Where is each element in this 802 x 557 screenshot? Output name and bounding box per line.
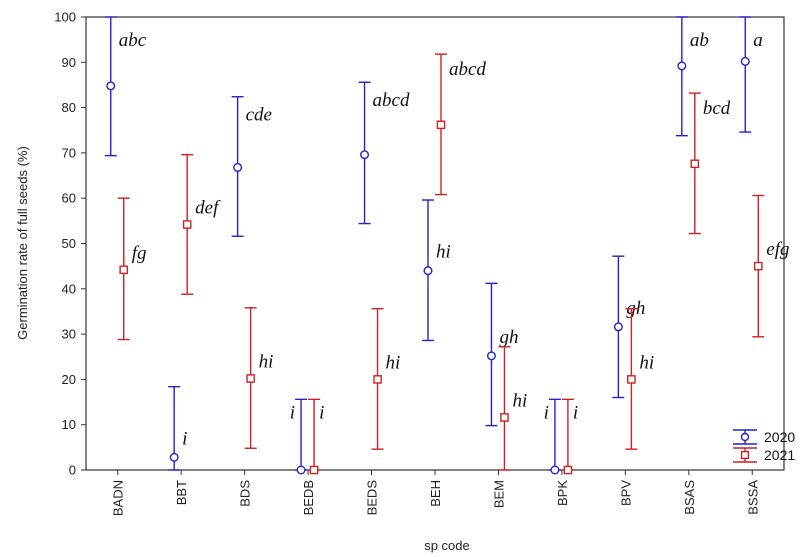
plot-area (85, 16, 785, 471)
significance-letter: abcd (373, 90, 410, 111)
legend: 2020 2021 (733, 429, 795, 463)
y-tick-label: 50 (62, 236, 76, 251)
legend-item-2020: 2020 (733, 429, 795, 445)
mean-point (233, 162, 243, 172)
y-tick-label: 20 (62, 372, 76, 387)
y-tick-label: 100 (54, 10, 76, 25)
y-tick-label: 10 (62, 417, 76, 432)
y-tick-label: 60 (62, 191, 76, 206)
significance-letter: fg (132, 243, 147, 264)
mean-point (613, 322, 623, 332)
plot-frame (85, 16, 785, 471)
mean-point (169, 452, 179, 462)
legend-marker (740, 450, 750, 460)
x-tick-label: BEDB (301, 480, 316, 515)
significance-letter: hi (386, 352, 401, 373)
mean-point (563, 465, 573, 475)
mean-point (119, 265, 129, 275)
y-tick-label: 90 (62, 55, 76, 70)
mean-point (373, 375, 382, 384)
significance-letter: gh (499, 327, 518, 348)
x-axis-title: sp code (424, 538, 470, 553)
mean-point (753, 261, 763, 271)
significance-letter: abcd (449, 59, 486, 80)
significance-letter: i (182, 428, 187, 449)
significance-letter: abc (119, 30, 147, 51)
significance-letter: i (544, 402, 549, 423)
x-axis: BADN BBT BDS BEDB BEDS BEH BEM BPK BPV BSAS BSSA (111, 470, 760, 516)
mean-point (182, 220, 192, 229)
significance-letter: hi (639, 352, 654, 373)
x-tick-label: BSSA (745, 480, 760, 515)
y-tick-label: 80 (62, 100, 76, 115)
mean-point (690, 159, 700, 169)
x-tick-label: BPV (618, 480, 633, 506)
y-tick-label: 0 (69, 463, 76, 478)
x-tick-label: BPK (555, 480, 570, 506)
significance-letter: a (753, 30, 763, 51)
mean-point (296, 465, 306, 475)
mean-point (309, 465, 319, 475)
significance-letter: cde (246, 105, 272, 126)
mean-point (740, 56, 750, 66)
mean-point (677, 61, 687, 71)
x-tick-label: BEM (491, 480, 506, 508)
x-tick-label: BBT (174, 480, 189, 505)
significance-letter: ab (690, 30, 709, 51)
legend-item-2021: 2021 (733, 447, 795, 463)
y-tick-label: 30 (62, 327, 76, 342)
significance-letter: i (319, 402, 324, 423)
legend-label: 2021 (764, 447, 795, 463)
mean-point (627, 375, 636, 384)
significance-letter: hi (436, 242, 451, 263)
x-tick-label: BDS (238, 480, 253, 507)
significance-letter: def (195, 197, 221, 218)
mean-point (550, 465, 560, 475)
mean-point (246, 374, 255, 383)
mean-point (423, 266, 433, 276)
significance-letter: i (573, 402, 578, 423)
mean-point (360, 150, 370, 160)
x-tick-label: BADN (111, 480, 126, 516)
legend-label: 2020 (764, 429, 795, 445)
significance-letter: hi (512, 390, 527, 411)
significance-letter: efg (766, 239, 789, 260)
mean-point (486, 351, 496, 361)
y-tick-label: 40 (62, 281, 76, 296)
x-tick-label: BEH (428, 480, 443, 507)
mean-point (106, 81, 116, 91)
mean-point (500, 413, 509, 422)
x-tick-label: BEDS (365, 480, 380, 516)
significance-letter: bcd (703, 98, 731, 119)
y-tick-label: 70 (62, 145, 76, 160)
y-axis: 0 10 20 30 40 50 60 70 80 90 100 (54, 10, 86, 478)
x-tick-label: BSAS (682, 480, 697, 515)
significance-letter: i (290, 402, 295, 423)
significance-letter: hi (259, 351, 274, 372)
y-axis-title: Germination rate of full seeds (%) (15, 146, 30, 340)
legend-marker (740, 432, 750, 442)
mean-point (436, 120, 446, 130)
